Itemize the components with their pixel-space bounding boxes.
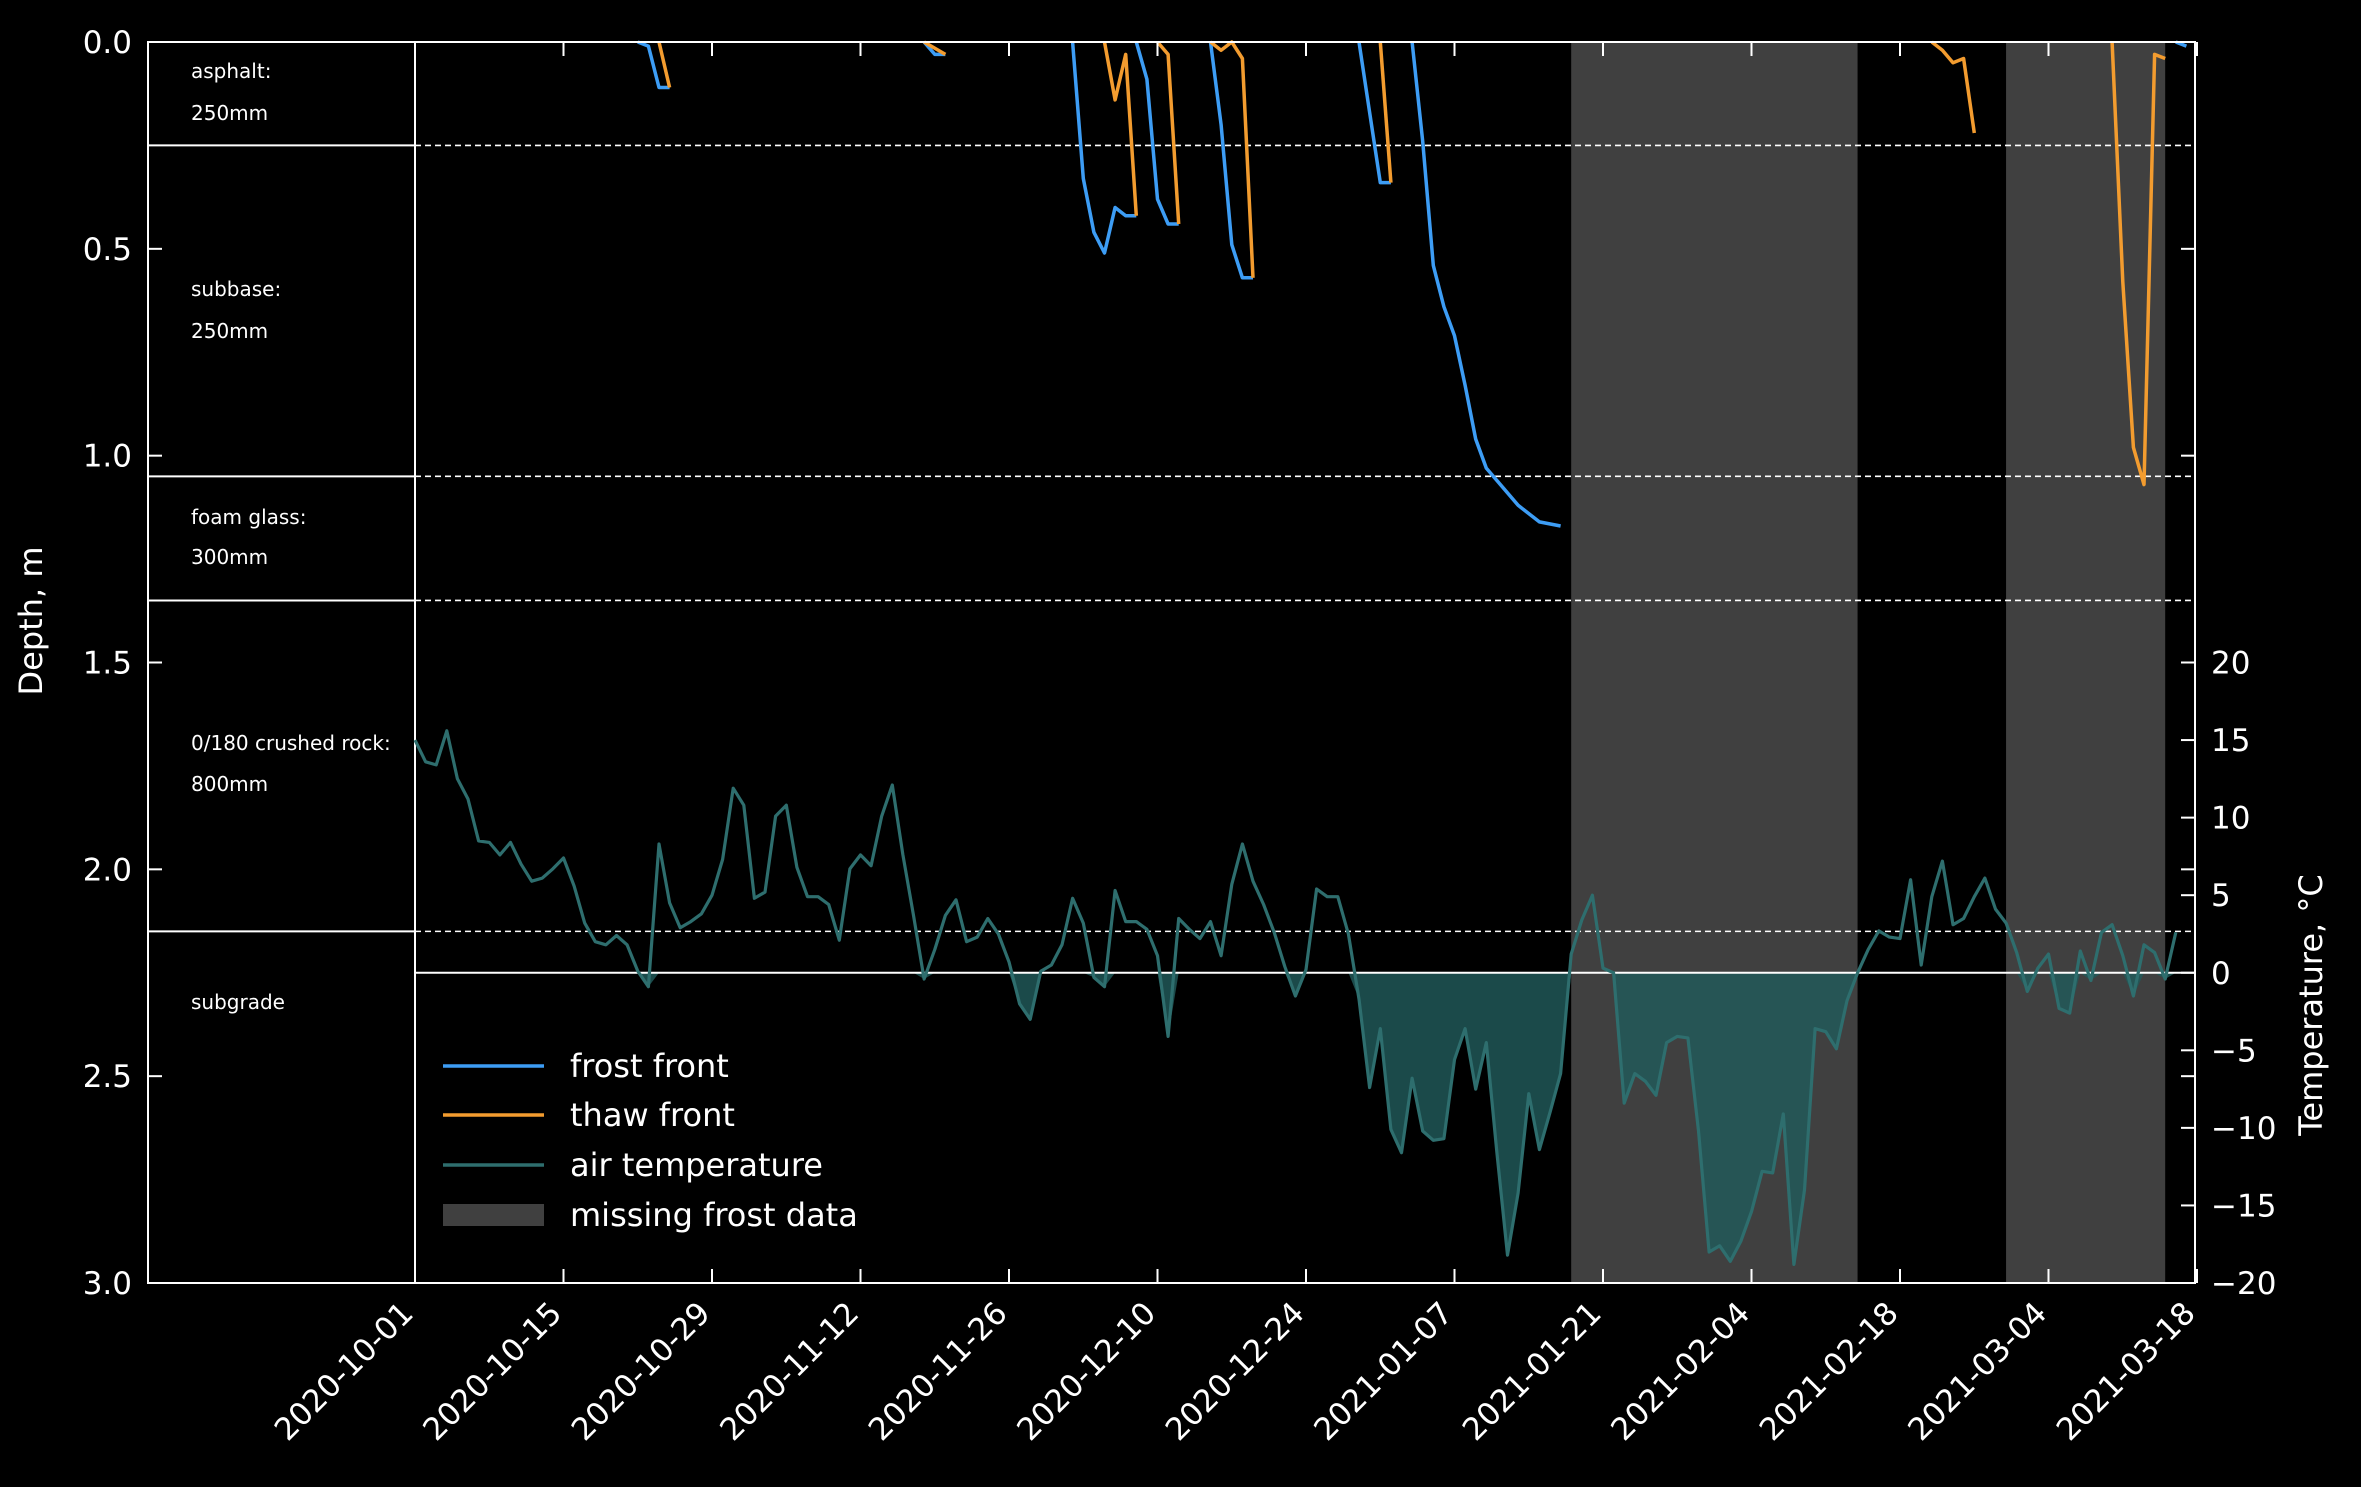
frost-front-segment-4 [1208,41,1253,280]
frost-front-segment-0 [637,40,670,90]
layer-name-3: 0/180 crushed rock: [191,731,391,755]
thaw-front-segment-5 [1378,41,1393,183]
y-left-tick-label-5: 2.5 [83,1059,132,1095]
frost-front-segment-3 [1134,41,1179,226]
missing-data-spans [1571,42,2166,1283]
air-temperature-line [413,729,2178,1267]
missing-data-span-1 [2006,42,2166,1283]
y-right-tick-label-3: −5 [2211,1033,2257,1069]
thaw-front-segment-0 [657,41,672,88]
legend: frost front thaw front air temperature miss… [443,1047,858,1234]
y-right-tick-label-7: 15 [2211,723,2250,759]
y-left-tick-label-3: 1.5 [83,646,132,682]
y-left-tick-label-2: 1.0 [83,439,132,475]
temperature-fill [415,972,2176,1265]
y-left-tick-label-4: 2.0 [83,852,132,888]
layer-boundaries [148,42,2195,1283]
y-left-tick-label-6: 3.0 [83,1266,132,1302]
y-left-tick-label-0: 0.0 [83,25,132,61]
series-lines [413,40,2188,1267]
layer-thickness-0: 250mm [191,101,268,125]
layer-thickness-3: 800mm [191,772,268,796]
frost-front-segment-2 [1070,41,1137,255]
thaw-front-segment-7 [2110,41,2166,487]
y-right-tick-label-5: 5 [2211,878,2231,914]
legend-label-0: frost front [570,1047,729,1085]
y-right-tick-label-4: 0 [2211,956,2231,992]
thaw-front-segment-6 [1930,40,1977,134]
thaw-front-segment-2 [1102,41,1139,216]
thaw-front-segment-1 [923,40,947,56]
legend-label-2: air temperature [570,1146,823,1184]
y-left-axis-label: Depth, m [12,547,50,696]
layer-name-2: foam glass: [191,505,306,529]
layer-name-0: asphalt: [191,59,271,83]
y-right-tick-label-0: −20 [2211,1266,2276,1302]
y-right-tick-label-2: −10 [2211,1111,2276,1147]
layer-thickness-2: 300mm [191,545,268,569]
temperature-below-zero-fill [415,972,2176,1265]
layer-name-4: subgrade [191,990,285,1014]
legend-label-1: thaw front [570,1096,735,1134]
y-right-tick-label-6: 10 [2211,801,2250,837]
layer-labels: asphalt: 250mm subbase: 250mm foam glass: 300… [191,59,391,1014]
layer-thickness-1: 250mm [191,319,268,343]
y-left-tick-label-1: 0.5 [83,232,132,268]
y-right-axis-label: Temperature, °C [2292,874,2330,1136]
frost-front-segment-1 [922,40,946,57]
y-right-tick-label-8: 20 [2211,646,2250,682]
frost-front-segment-6 [1410,41,1561,528]
thaw-front-segment-3 [1156,40,1181,225]
layer-name-1: subbase: [191,277,281,301]
y-right-tick-label-1: −15 [2211,1188,2276,1224]
legend-swatch-3 [443,1204,544,1226]
legend-label-3: missing frost data [570,1196,858,1234]
frost-front-segment-5 [1357,41,1391,185]
